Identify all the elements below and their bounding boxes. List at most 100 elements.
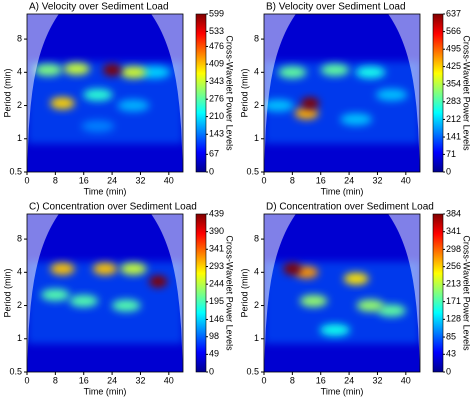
colorbar-tick-label: 390 (209, 226, 224, 236)
x-tick-label: 8 (290, 375, 295, 385)
colorbar-tick-label: 146 (209, 314, 224, 324)
colorbar-tick-label: 341 (446, 226, 461, 236)
colorbar-tick-label: 210 (209, 111, 224, 121)
colorbar-tick-label: 98 (209, 331, 219, 341)
power-spot (356, 299, 385, 312)
y-tick-label: 2 (254, 300, 259, 310)
colorbar-tick-label: 354 (446, 79, 461, 89)
colorbar-tick-label: 141 (446, 131, 461, 141)
plot-area (27, 214, 183, 372)
colorbar-tick-label: 143 (209, 129, 224, 139)
colorbar-tick-label: 495 (446, 44, 461, 54)
colorbar-label: Cross-Wavelet Power Levels (462, 35, 472, 151)
cone-of-influence (27, 214, 183, 372)
y-tick-label: 1 (17, 133, 22, 143)
colorbar-tick-label: 293 (209, 261, 224, 271)
x-tick-label: 0 (261, 375, 266, 385)
power-spot (34, 63, 63, 76)
y-axis-label: Period (min) (2, 268, 12, 317)
power-spot (83, 88, 113, 101)
colorbar-tick-label: 0 (209, 366, 214, 376)
colorbar-tick-label: 128 (446, 314, 461, 324)
colorbar-tick-label: 298 (446, 244, 461, 254)
y-tick-label: 4 (17, 67, 22, 77)
y-tick-label: 4 (17, 267, 22, 277)
y-tick-label: 2 (17, 100, 22, 110)
power-spot (355, 66, 386, 79)
colorbar-tick-label: 256 (446, 261, 461, 271)
x-tick-label: 24 (107, 375, 117, 385)
power-spot (103, 63, 122, 76)
power-spot (138, 66, 171, 79)
y-axis-label: Period (min) (239, 68, 249, 117)
colorbar-tick-label: 67 (209, 149, 219, 159)
y-tick-label: 0.5 (9, 366, 22, 376)
colorbar-tick-label: 0 (446, 366, 451, 376)
y-tick-label: 4 (254, 67, 259, 77)
y-tick-label: 8 (17, 233, 22, 243)
panel-title: D) Concentration over Sediment Load (266, 202, 434, 213)
colorbar-tick-label: 244 (209, 279, 224, 289)
colorbar-tick-label: 71 (446, 149, 456, 159)
y-tick-label: 2 (254, 100, 259, 110)
colorbar (432, 13, 444, 173)
plot-area (264, 14, 420, 172)
x-tick-label: 16 (316, 175, 326, 185)
colorbar (195, 213, 207, 373)
y-tick-label: 4 (254, 267, 259, 277)
colorbar-tick-label: 343 (209, 76, 224, 86)
x-tick-label: 40 (401, 175, 411, 185)
power-spot (117, 99, 150, 112)
plot-frame (26, 13, 184, 173)
x-tick-label: 16 (316, 375, 326, 385)
colorbar-tick-label: 283 (446, 96, 461, 106)
power-spot (120, 66, 147, 79)
x-tick-label: 0 (24, 375, 29, 385)
power-spot (301, 97, 320, 110)
colorbar-tick-label: 0 (446, 166, 451, 176)
x-tick-label: 32 (372, 375, 382, 385)
colorbar-tick-label: 195 (209, 296, 224, 306)
y-tick-label: 1 (17, 333, 22, 343)
x-tick-label: 24 (107, 175, 117, 185)
colorbar-tick-label: 566 (446, 26, 461, 36)
power-spot (319, 324, 351, 337)
power-spot (92, 262, 118, 275)
y-tick-label: 8 (254, 233, 259, 243)
power-spot (299, 294, 328, 307)
power-spot (69, 294, 99, 307)
x-axis-label: Time (min) (84, 186, 127, 196)
cone-of-influence (264, 214, 420, 372)
colorbar-tick-label: 0 (209, 166, 214, 176)
colorbar-tick-label: 43 (446, 349, 456, 359)
power-spot (340, 113, 373, 126)
x-tick-label: 40 (164, 375, 174, 385)
colorbar-tick-label: 476 (209, 41, 224, 51)
power-spot (50, 262, 75, 275)
y-tick-label: 1 (254, 333, 259, 343)
colorbar (195, 13, 207, 173)
x-tick-label: 24 (344, 175, 354, 185)
colorbar (432, 213, 444, 373)
power-spot (50, 97, 75, 110)
plot-frame (263, 13, 421, 173)
power-spot (149, 275, 168, 288)
y-tick-label: 8 (254, 33, 259, 43)
plot-frame (26, 213, 184, 373)
colorbar-label: Cross-Wavelet Power Levels (225, 35, 235, 151)
colorbar-label: Cross-Wavelet Power Levels (225, 235, 235, 351)
x-tick-label: 16 (79, 375, 89, 385)
x-tick-label: 8 (53, 175, 58, 185)
power-spot (278, 66, 307, 79)
colorbar-tick-label: 85 (446, 331, 456, 341)
power-spot (377, 304, 406, 317)
x-tick-label: 16 (79, 175, 89, 185)
x-tick-label: 0 (24, 175, 29, 185)
colorbar-label: Cross-Wavelet Power Levels (462, 235, 472, 351)
y-tick-label: 0.5 (246, 366, 259, 376)
power-spot (81, 120, 115, 133)
colorbar-tick-label: 49 (209, 349, 219, 359)
